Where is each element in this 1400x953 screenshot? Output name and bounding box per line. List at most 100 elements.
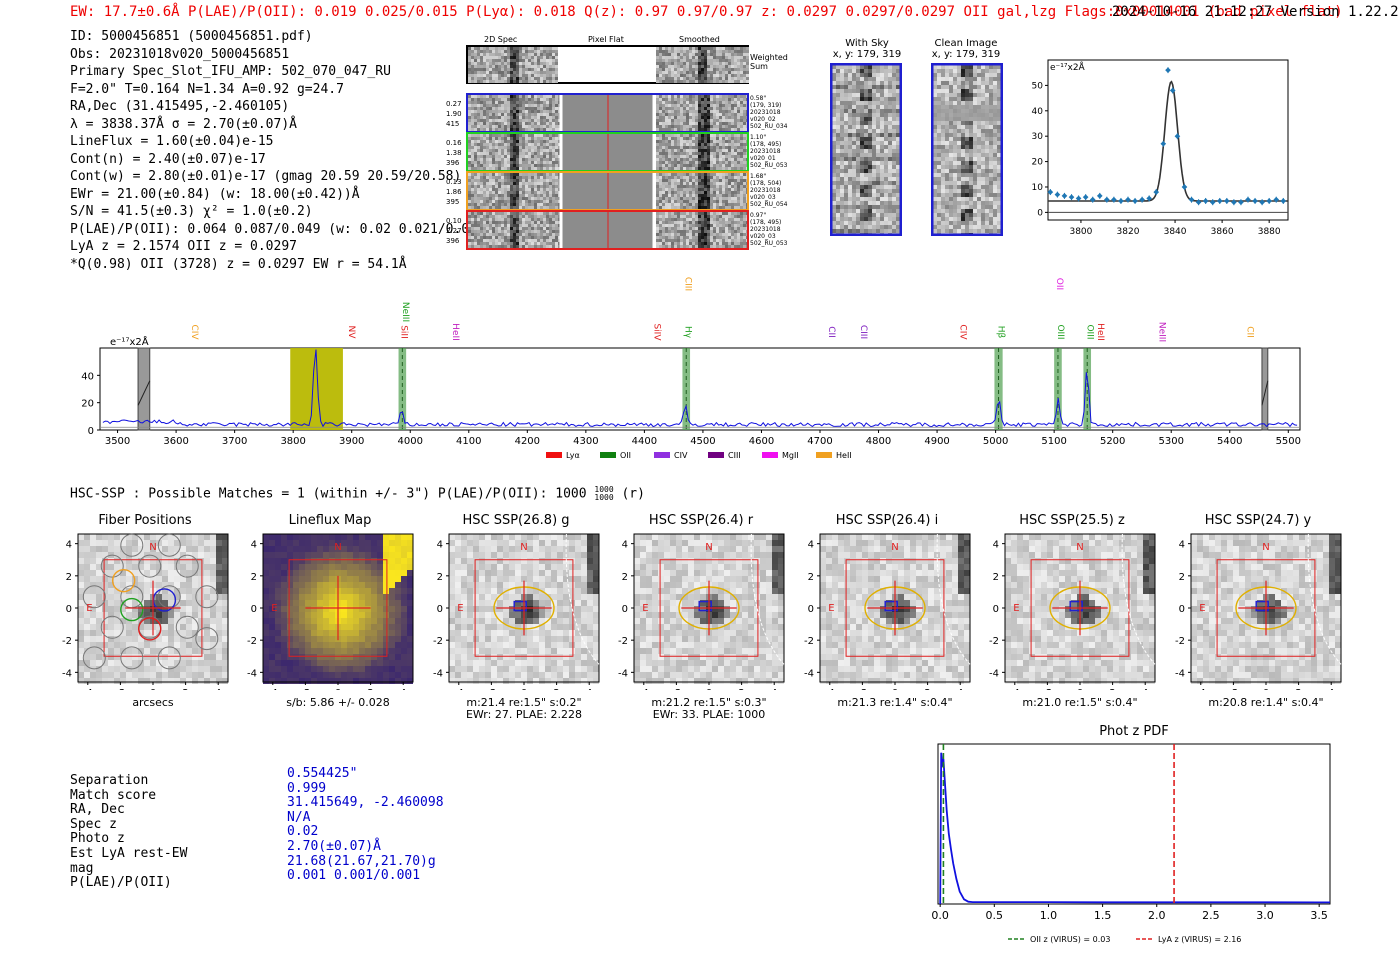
match-label: Match score [70,787,157,803]
fiber-circle-highlight [138,617,162,641]
zoom-axes [1047,59,1289,221]
hsc-search-box [845,559,945,657]
spectrum-legend-swatch [600,452,616,458]
spectrum-legend-swatch [816,452,832,458]
col-2d-spec: 2D Spec [484,35,518,44]
fiber-circle-highlight [111,568,136,593]
weighted-sum-strip [466,45,749,84]
fiber-circle [82,646,106,670]
hsc-panel-1: N E -4 -4 -2 -2 0 0 2 2 4 4 [62,533,229,690]
hsc-ytick-label: 4 [993,540,999,551]
hsc-panel-2: N E -4 -4 -2 -2 0 0 2 2 4 4 [247,533,414,690]
hsc-ytick-label: 4 [66,540,72,551]
hsc-panel-title: HSC SSP(26.8) g [462,513,570,528]
zoom-data-point [1132,198,1138,204]
hsc-xtick-label: -4 [268,688,278,690]
zoom-data-point [1202,198,1209,204]
hsc-ytick-label: -4 [804,668,814,679]
zoom-data-point [1252,198,1258,204]
spectrum-emission-label: CIV [189,324,199,340]
hsc-ytick-label: 0 [437,604,443,615]
spectrum-emission-label: HeII [450,323,460,341]
match-label: mag [70,860,94,876]
fiber-row-right-labels: 1.10" (178, 495) 20231018 v020_01 502_RU_053 [750,134,788,169]
info-block: ID: 5000456851 (5000456851.pdf) Obs: 2023… [70,28,493,273]
match-label: Spec z [70,816,117,832]
hsc-search-box [103,559,203,657]
spectrum-line-window [994,348,1003,430]
hsc-ytick-label: 2 [808,572,814,583]
info-line: Cont(w) = 2.80(±0.01)e-17 (gmag 20.59 20… [70,169,462,184]
photz-xtick-label: 3.5 [1310,909,1328,922]
fiber-circle [157,533,181,557]
hsc-panel-caption: EWr: 27. PLAE: 2.228 [465,708,583,721]
fiber-circle [175,554,199,578]
fiber-row-left-labels: 0.13 1.86 395 [446,178,462,206]
hsc-panel-caption: s/b: 5.86 +/- 0.028 [286,696,390,709]
hsc-panel-title: HSC SSP(26.4) i [835,513,939,528]
spectrum-emission-label: CII [826,326,836,338]
zoom-data-point [1061,193,1068,199]
spectrum-flux-line [102,349,1298,428]
zoom-data-point [1075,195,1082,202]
photz-xtick-label: 1.0 [1040,909,1058,922]
match-label: RA, Dec [70,802,125,818]
spectrum-emission-label: NeIII [400,302,410,322]
spectrum-emission-label: Hγ [682,326,692,339]
spectrum-xtick-label: 3700 [222,436,247,447]
zoom-ytick-label: 10 [1032,183,1044,193]
hsc-xtick-label: 2 [553,688,559,690]
spectrum-emission-label: OII [1054,278,1064,290]
hsc-xtick-label: 0 [1077,688,1083,690]
info-line: Primary Spec_Slot_IFU_AMP: 502_070_047_R… [70,64,391,79]
info-line: LineFlux = 1.60(±0.04)e-15 [70,134,274,149]
info-line: Obs: 20231018v020_5000456851 [70,46,290,62]
hsc-panel-caption: m:20.8 re:1.4" s:0.4" [1208,696,1324,709]
hsc-panel-caption: arcsecs [132,696,174,709]
hsc-neighbor-arc [936,533,971,665]
hsc-panel-title: Lineflux Map [288,513,372,528]
spectrum-emission-label: SiII [398,325,408,339]
full-spectrum-chart: 0 20 40 3500 3600 3700 3800 3900 4000 4100 4200 430… [81,277,1301,460]
hsc-ytick-label: -2 [618,636,628,647]
spectrum-line-window [398,348,407,430]
match-value: 0.554425" [287,766,358,781]
hsc-panel-7: N E -4 -4 -2 -2 0 0 2 2 4 4 [1175,533,1342,690]
spectrum-xtick-label: 3800 [280,436,305,447]
zoom-unit-label: e⁻¹⁷x2Å [1050,61,1086,73]
photz-xtick-label: 0.5 [986,909,1004,922]
info-line: LyA z = 2.1574 OII z = 0.0297 [70,239,297,254]
spectrum-xtick-label: 5500 [1276,436,1301,447]
hsc-panel-caption: m:21.4 re:1.5" s:0.2" [466,696,582,709]
info-line: Cont(n) = 2.40(±0.07)e-17 [70,151,266,167]
spectrum-emission-label: SiIV [651,323,661,341]
spectrum-legend-swatch [762,452,778,458]
zoom-data-point [1139,196,1145,203]
hsc-ytick-label: 2 [437,572,443,583]
zoom-data-point [1054,191,1061,198]
fiber-circle-highlight [120,597,144,622]
hsc-xtick-label: 2 [182,688,188,690]
hsc-ytick-label: 0 [66,604,72,615]
hsc-ytick-label: 2 [251,572,257,583]
compass-north: N [1262,542,1269,553]
fiber-circle [100,615,124,639]
spectrum-xtick-label: 4000 [398,436,423,447]
hsc-xtick-label: 4 [771,688,777,690]
hsc-ytick-label: -4 [1175,668,1185,679]
compass-east: E [86,603,92,614]
weighted-sum-label: Weighted Sum [750,53,788,71]
hsc-search-box [288,559,388,657]
info-line: ID: 5000456851 (5000456851.pdf) [70,29,313,44]
spectrum-emission-label: CIII [682,277,692,291]
fiber-row-right-labels: 0.97" (178, 495) 20231018 v020_03 502_RU_053 [750,212,788,247]
zoom-data-point [1125,196,1131,203]
photz-xtick-label: 0.0 [931,909,949,922]
match-value: 0.001 0.001/0.001 [287,868,421,884]
photz-xtick-label: 2.5 [1202,909,1220,922]
fiber-circle [120,646,144,670]
hsc-ytick-label: -4 [989,668,999,679]
match-value: 21.68(21.67,21.70)g [287,853,436,869]
col-pixel-flat: Pixel Flat [588,35,624,44]
compass-north: N [891,542,898,553]
